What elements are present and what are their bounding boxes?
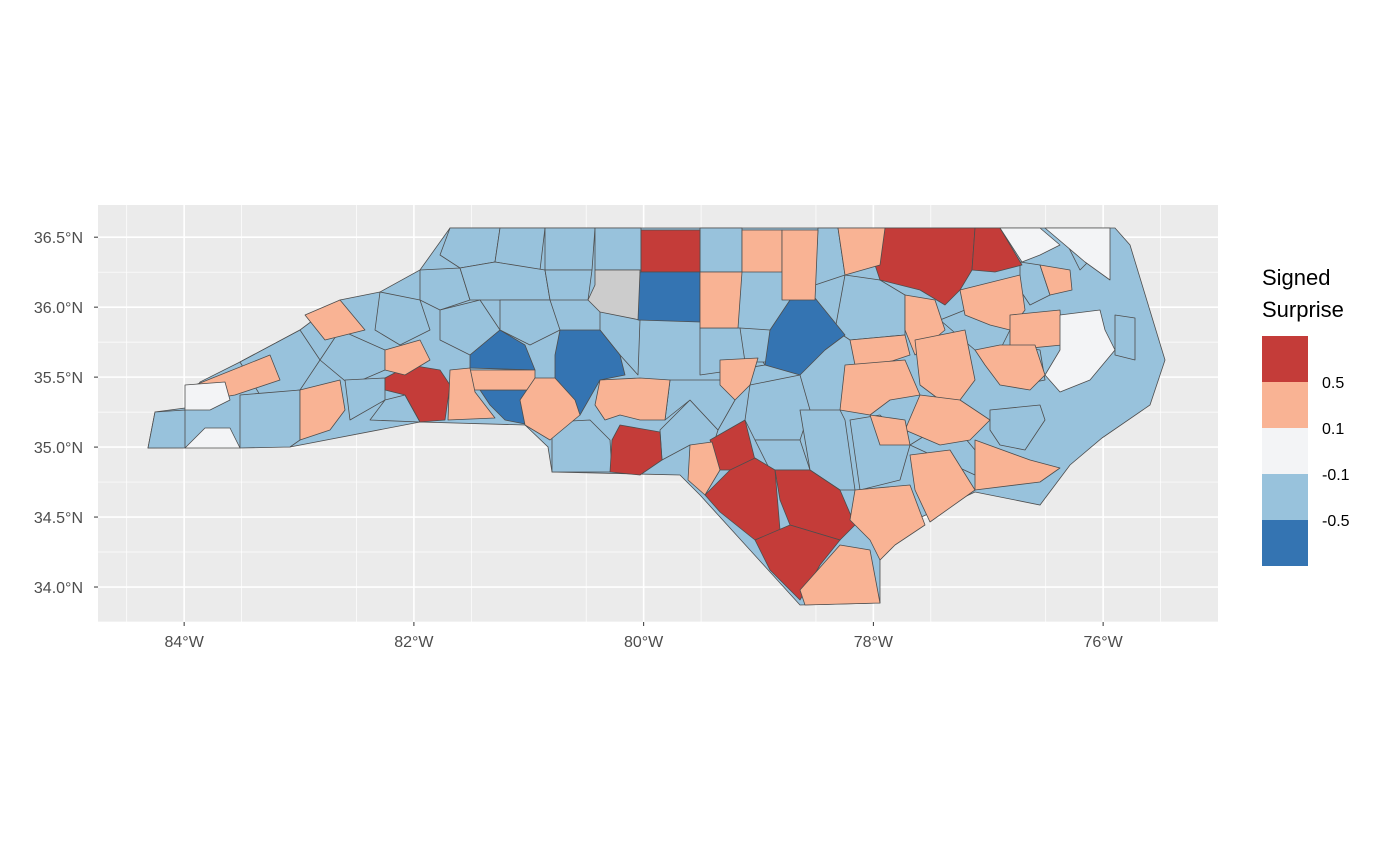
county-mid: [184, 427, 241, 449]
county-midhigh: [447, 367, 496, 421]
x-axis: 84°W 82°W 80°W 78°W 76°W: [165, 622, 1124, 651]
county-mid: [1044, 309, 1116, 393]
county-midlow: [499, 299, 561, 346]
county-mid: [999, 227, 1061, 263]
legend-title-line2: Surprise: [1262, 297, 1344, 322]
county-midhigh: [799, 544, 881, 606]
county-midlow: [989, 404, 1046, 451]
county-midhigh: [469, 369, 536, 391]
county-midlow: [319, 329, 386, 386]
county-high: [640, 229, 701, 273]
x-tick-label: 82°W: [394, 634, 434, 651]
county-midhigh: [741, 229, 783, 273]
x-tick-label: 80°W: [624, 634, 664, 651]
x-tick-label: 78°W: [854, 634, 894, 651]
legend: Signed Surprise 0.5 0.1 -0.1 -0.5: [1262, 265, 1350, 566]
county-low: [637, 271, 701, 323]
legend-break-label: -0.5: [1322, 513, 1350, 530]
county-midhigh: [1039, 264, 1073, 296]
county-midlow: [419, 267, 471, 311]
county-midhigh: [519, 377, 581, 441]
legend-key-midhigh: [1262, 382, 1308, 428]
county-high: [384, 364, 451, 423]
county-high: [704, 457, 781, 541]
county-midhigh: [687, 441, 721, 496]
county-midhigh: [1009, 309, 1063, 351]
county-midhigh: [781, 229, 819, 301]
x-tick-label: 76°W: [1083, 634, 1123, 651]
y-tick-label: 34.5°N: [34, 510, 83, 527]
county-mid: [1044, 227, 1111, 281]
y-tick-label: 35.0°N: [34, 440, 83, 457]
county-midlow: [739, 327, 771, 363]
legend-title-line1: Signed: [1262, 265, 1331, 290]
y-tick-label: 36.5°N: [34, 230, 83, 247]
county-high: [754, 524, 841, 601]
county-high: [971, 227, 1023, 273]
county-midhigh: [719, 357, 759, 401]
county-midlow: [594, 227, 642, 271]
legend-key-midlow: [1262, 474, 1308, 520]
county-low: [469, 329, 536, 371]
county-high: [774, 469, 856, 541]
county-midhigh: [299, 379, 346, 441]
county-midhigh: [869, 414, 911, 446]
y-tick-label: 34.0°N: [34, 580, 83, 597]
county-midlow: [544, 227, 596, 271]
county-midhigh: [304, 299, 366, 341]
county-midhigh: [974, 344, 1046, 391]
county-low: [554, 329, 626, 416]
county-midlow: [374, 291, 431, 346]
county-midlow: [1114, 314, 1136, 361]
y-axis: 36.5°N 36.0°N 35.5°N 35.0°N 34.5°N 34.0°N: [34, 230, 98, 597]
legend-key-mid: [1262, 428, 1308, 474]
counties-layer: [147, 227, 1166, 606]
county-midhigh: [849, 484, 926, 561]
county-midhigh: [384, 339, 431, 376]
county-low: [764, 297, 846, 376]
county-midhigh: [699, 271, 743, 329]
county-midlow: [744, 374, 811, 441]
x-tick-label: 84°W: [165, 634, 205, 651]
y-tick-label: 36.0°N: [34, 300, 83, 317]
legend-break-label: 0.1: [1322, 421, 1344, 438]
county-midhigh: [839, 359, 921, 416]
county-mid: [184, 381, 231, 411]
legend-key-high: [1262, 336, 1308, 382]
county-midlow: [699, 227, 743, 273]
county-midhigh: [849, 334, 911, 366]
county-midlow: [544, 269, 593, 301]
legend-key-low: [1262, 520, 1308, 566]
legend-break-label: -0.1: [1322, 467, 1350, 484]
county-high: [609, 424, 663, 476]
county-midhigh: [909, 449, 976, 523]
legend-break-label: 0.5: [1322, 375, 1344, 392]
county-midhigh: [837, 227, 886, 276]
county-na: [587, 269, 641, 321]
y-tick-label: 35.5°N: [34, 370, 83, 387]
county-midhigh: [594, 377, 671, 421]
county-midhigh: [974, 439, 1061, 491]
county-midlow: [239, 389, 301, 449]
